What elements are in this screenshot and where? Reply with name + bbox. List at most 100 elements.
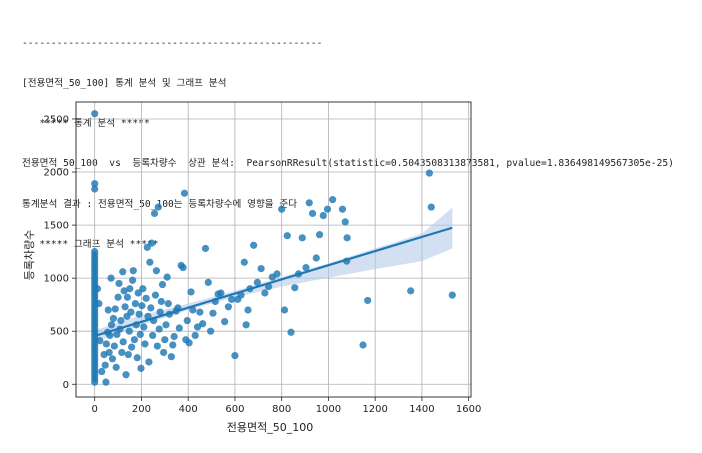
scatter-point (199, 320, 207, 328)
scatter-point (231, 352, 239, 360)
scatter-point (155, 325, 163, 333)
scatter-point (139, 285, 147, 293)
scatter-point (280, 306, 289, 314)
scatter-point (164, 300, 172, 308)
x-axis-label: 전용면적_50_100 (227, 421, 313, 434)
scatter-point (175, 324, 183, 332)
scatter-point (291, 284, 299, 292)
scatter-point (117, 316, 125, 325)
log-line-stats-header: ***** 통계 분석 ***** (22, 118, 150, 130)
scatter-point (217, 289, 225, 297)
log-line-result: 통계분석 결과 : 전용면적_50_100는 등록차량수에 영향을 준다 (22, 198, 298, 210)
scatter-point (425, 169, 433, 177)
scatter-point (102, 378, 110, 386)
y-tick-label: 500 (50, 327, 69, 338)
scatter-point (108, 355, 117, 363)
scatter-point (119, 338, 127, 346)
scatter-point (123, 293, 132, 301)
scatter-point (201, 244, 210, 253)
data-points (91, 110, 456, 386)
x-tick-label: 0 (92, 404, 98, 415)
scatter-point (253, 278, 261, 286)
scatter-point (124, 350, 132, 359)
scatter-point (106, 331, 114, 340)
scatter-point (140, 323, 148, 331)
scatter-point (341, 218, 349, 226)
scatter-point (111, 305, 119, 313)
scatter-point (128, 276, 137, 284)
x-tick-label: 400 (179, 404, 198, 415)
scatter-point (129, 267, 137, 275)
scatter-point (109, 314, 117, 323)
scatter-point (149, 331, 157, 340)
scatter-point (343, 234, 351, 242)
scatter-point (298, 234, 306, 242)
scatter-point (148, 239, 156, 247)
scatter-point (162, 321, 170, 329)
scatter-point (196, 308, 204, 316)
scatter-point (128, 343, 136, 351)
x-tick-label: 200 (132, 404, 151, 415)
y-tick-label: 1000 (44, 274, 69, 285)
scatter-point (125, 327, 133, 335)
scatter-point (338, 205, 347, 213)
scatter-point (302, 263, 310, 272)
scatter-point (448, 291, 456, 299)
scatter-point (161, 336, 169, 344)
scatter-point (183, 316, 191, 325)
x-tick-label: 1400 (409, 404, 434, 415)
scatter-point (180, 189, 189, 197)
scatter-point (107, 321, 116, 329)
scatter-point (170, 332, 178, 341)
scatter-point (359, 341, 367, 349)
scatter-point (145, 358, 153, 366)
y-tick-label: 1500 (44, 221, 69, 232)
scatter-point (107, 274, 115, 282)
scatter-point (179, 263, 187, 272)
scatter-point (135, 310, 143, 318)
scatter-point (287, 328, 295, 336)
y-tick-label: 2000 (44, 168, 69, 179)
scatter-point (283, 232, 291, 240)
y-axis-label: 등록차량수 (23, 230, 36, 281)
scatter-point (136, 330, 144, 338)
scatter-point (147, 304, 155, 312)
x-tick-label: 800 (272, 404, 291, 415)
scatter-point (329, 196, 337, 204)
scatter-point (101, 361, 109, 369)
x-tick-label: 1200 (362, 404, 387, 415)
scatter-point (91, 185, 99, 193)
scatter-point (167, 353, 175, 361)
scatter-point (191, 331, 199, 340)
scatter-point (134, 289, 142, 297)
scatter-point (193, 323, 202, 331)
scatter-point (156, 308, 164, 316)
scatter-point (110, 342, 118, 350)
y-tick-label: 2500 (44, 114, 69, 125)
scatter-point (91, 378, 99, 386)
regression-line-group (94, 226, 453, 338)
scatter-point (144, 312, 152, 320)
regression-line (94, 226, 453, 338)
scatter-point (163, 273, 171, 281)
log-line-section-title: [전용면적_50_100] 통계 분석 및 그래프 분석 (22, 78, 227, 90)
scatter-point (102, 340, 110, 348)
scatter-point (115, 279, 123, 288)
scatter-point (242, 321, 250, 329)
scatter-point (312, 254, 320, 262)
scatter-point (154, 203, 162, 211)
scatter-point (141, 340, 149, 348)
scatter-point (118, 348, 126, 357)
scatter-point (137, 364, 145, 372)
scatter-point (157, 297, 165, 306)
log-line-separator: ----------------------------------------… (22, 37, 323, 49)
scatter-point (153, 342, 161, 350)
axes: 0 200 400 600 800 1000 1200 1400 1600 0 500 1000 150… (44, 101, 481, 415)
scatter-point (204, 278, 212, 286)
scatter-point (315, 231, 324, 239)
scatter-point (91, 110, 99, 118)
scatter-point (113, 330, 121, 338)
scatter-point (93, 285, 102, 293)
scatter-point (130, 336, 139, 344)
